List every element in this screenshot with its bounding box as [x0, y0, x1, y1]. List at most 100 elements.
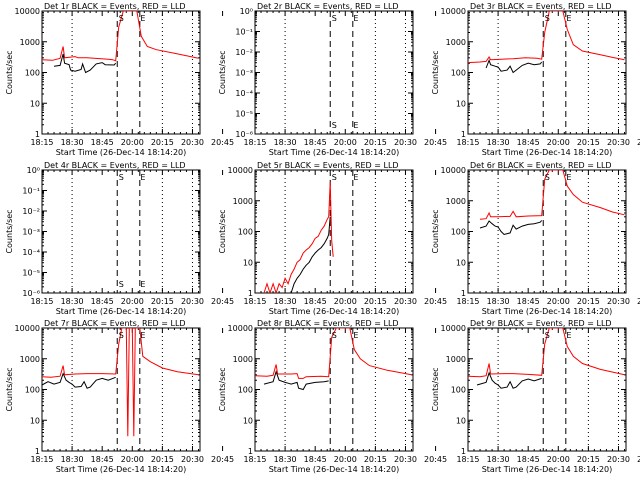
y-tick-label: 1: [461, 447, 466, 456]
y-tick-label: 10⁻⁶: [235, 130, 253, 139]
events-series-line: [476, 371, 542, 389]
plot-frame: [41, 169, 201, 294]
chart-det-4: Det 4r BLACK = Events, RED = LLD 10⁻⁶ 10⁻⁵…: [5, 161, 234, 316]
y-tick-label: 100: [238, 386, 253, 395]
plot-frame: [254, 169, 414, 294]
x-tick-label: 20:15: [151, 138, 174, 147]
x-tick-label: 20:45: [637, 138, 640, 147]
chart-det-6: Det 6r BLACK = Events, RED = LLD 1 10 100 10…: [431, 161, 640, 316]
chart-title: Det 3r BLACK = Events, RED = LLD: [470, 2, 612, 11]
x-axis-label: Start Time (26-Dec-14 18:14:20): [269, 148, 400, 157]
y-tick-label: 10: [243, 258, 253, 267]
y-tick-label: 10⁻²: [235, 48, 253, 57]
x-tick-label: 18:15: [243, 138, 266, 147]
x-tick-label: 18:45: [517, 138, 540, 147]
x-tick-label: 20:30: [181, 138, 204, 147]
x-tick-label: 18:45: [517, 297, 540, 306]
plot-frame: [41, 327, 201, 452]
plot-frame: [467, 169, 627, 294]
events-series-line: [479, 220, 543, 236]
x-tick-label: 18:45: [304, 455, 327, 464]
x-tick-label: 20:15: [151, 297, 174, 306]
x-tick-label: 18:15: [30, 138, 53, 147]
x-tick-label: 20:45: [211, 455, 234, 464]
x-tick-label: 20:00: [121, 455, 144, 464]
x-tick-label: 20:00: [547, 138, 570, 147]
chart-title: Det 5r BLACK = Events, RED = LLD: [257, 161, 399, 170]
y-tick-label: 100: [238, 228, 253, 237]
y-tick-label: 10⁻⁶: [22, 289, 40, 298]
y-tick-label: 10⁰: [27, 166, 40, 175]
y-tick-label: 1: [35, 130, 40, 139]
y-tick-label: 10⁰: [240, 7, 253, 16]
x-tick-label: 20:15: [364, 297, 387, 306]
x-tick-label: 20:45: [211, 138, 234, 147]
chart-det-1: Det 1r BLACK = Events, RED = LLD 1 10 100 10…: [5, 2, 234, 157]
y-tick-label: 10000: [228, 324, 253, 333]
x-axis-label: Start Time (26-Dec-14 18:14:20): [56, 465, 187, 474]
x-axis-label: Start Time (26-Dec-14 18:14:20): [482, 307, 613, 316]
segment-marker: S: [119, 14, 124, 23]
y-tick-label: 10000: [441, 324, 466, 333]
y-tick-label: 1000: [20, 355, 40, 364]
x-tick-label: 18:30: [274, 455, 297, 464]
x-tick-label: 20:15: [577, 297, 600, 306]
chart-det-9: Det 9r BLACK = Events, RED = LLD 1 10 100 10…: [431, 319, 640, 474]
x-tick-label: 18:30: [487, 455, 510, 464]
y-tick-label: 10: [456, 416, 466, 425]
chart-title: Det 8r BLACK = Events, RED = LLD: [257, 319, 399, 328]
y-tick-label: 10: [30, 416, 40, 425]
x-tick-label: 20:30: [607, 297, 630, 306]
x-tick-label: 20:00: [121, 138, 144, 147]
y-tick-label: 10⁻¹: [22, 187, 40, 196]
lld-series-line: [42, 328, 199, 437]
x-tick-label: 18:15: [30, 297, 53, 306]
lld-series-line: [42, 11, 199, 62]
x-tick-label: 18:15: [456, 297, 479, 306]
x-tick-label: 20:15: [577, 455, 600, 464]
chart-det-7: Det 7r BLACK = Events, RED = LLD 1 10 100 10…: [5, 319, 234, 474]
segment-marker: E: [353, 331, 358, 340]
y-tick-label: 100: [451, 69, 466, 78]
x-tick-label: 20:00: [334, 138, 357, 147]
y-tick-label: 1000: [446, 197, 466, 206]
y-axis-label: Counts/sec: [431, 209, 440, 253]
segment-marker: E: [566, 173, 571, 182]
segment-marker: S: [332, 14, 337, 23]
x-tick-label: 18:15: [456, 138, 479, 147]
x-tick-label: 18:30: [61, 455, 84, 464]
x-tick-label: 18:45: [91, 297, 114, 306]
chart-det-8: Det 8r BLACK = Events, RED = LLD 1 10 100 10…: [218, 319, 447, 474]
y-tick-label: 10⁻³: [22, 228, 40, 237]
segment-marker: S: [545, 14, 550, 23]
x-tick-label: 18:45: [91, 138, 114, 147]
x-tick-label: 20:45: [424, 297, 447, 306]
segment-marker: E: [140, 331, 145, 340]
x-tick-label: 18:15: [456, 455, 479, 464]
x-tick-label: 20:45: [637, 297, 640, 306]
y-tick-label: 10000: [228, 166, 253, 175]
plot-frame: [41, 10, 201, 135]
y-tick-label: 100: [451, 386, 466, 395]
y-tick-label: 10⁻²: [22, 207, 40, 216]
y-tick-label: 10: [456, 258, 466, 267]
chart-title: Det 4r BLACK = Events, RED = LLD: [44, 161, 186, 170]
y-tick-label: 1: [35, 447, 40, 456]
x-tick-label: 18:45: [517, 455, 540, 464]
x-axis-label: Start Time (26-Dec-14 18:14:20): [482, 148, 613, 157]
x-tick-label: 18:15: [243, 297, 266, 306]
x-tick-label: 18:30: [61, 297, 84, 306]
y-tick-label: 10⁻⁵: [22, 269, 40, 278]
x-tick-label: 20:30: [394, 297, 417, 306]
x-tick-label: 20:30: [181, 297, 204, 306]
events-series-line: [53, 53, 117, 74]
y-axis-label: Counts/sec: [5, 209, 14, 253]
segment-marker: E: [566, 14, 571, 23]
x-tick-label: 18:30: [487, 297, 510, 306]
x-tick-label: 18:30: [61, 138, 84, 147]
x-tick-label: 20:30: [394, 138, 417, 147]
x-tick-label: 18:45: [304, 138, 327, 147]
segment-marker-low: S: [119, 280, 124, 289]
events-series-line: [290, 216, 331, 293]
